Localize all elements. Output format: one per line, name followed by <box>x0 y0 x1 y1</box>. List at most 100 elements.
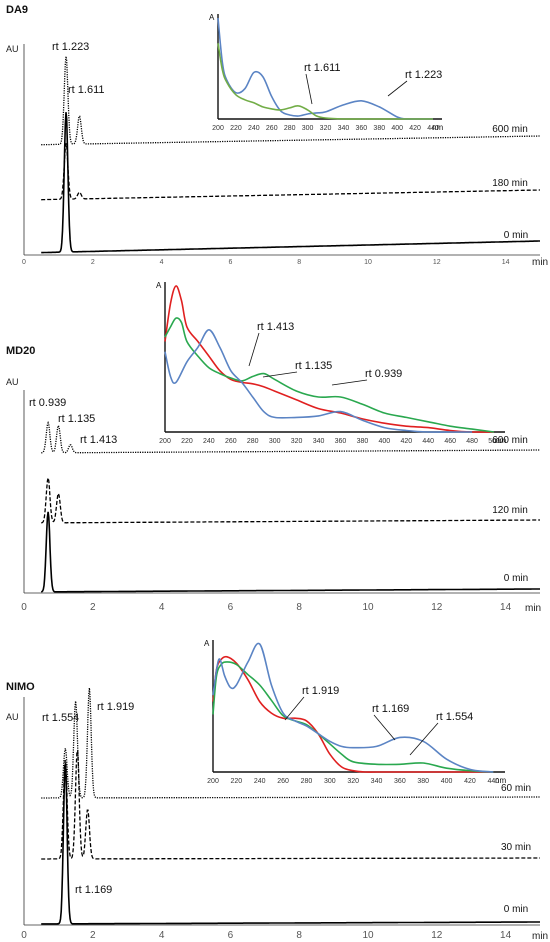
x-tick-label: 0 <box>22 259 26 266</box>
spectrum-label: rt 1.919 <box>302 685 339 697</box>
spectrum-leader-line <box>284 696 305 721</box>
trace-label: 0 min <box>504 904 528 915</box>
inset-tick-label: 320 <box>347 778 359 785</box>
x-tick-label: 12 <box>431 602 443 613</box>
peak-label: rt 1.135 <box>58 413 95 425</box>
inset-tick-label: 280 <box>301 778 313 785</box>
peak-label: rt 1.611 <box>68 84 105 96</box>
inset-tick-label: 260 <box>266 125 278 132</box>
peak-label: rt 1.413 <box>80 434 117 446</box>
inset-tick-label: 340 <box>371 778 383 785</box>
peak-label: rt 1.169 <box>75 884 112 896</box>
x-tick-label: 4 <box>159 602 165 613</box>
panel-nimo: AU min 0 2 4 6 8 10 12 14 60 min 30 min 0 min rt 1.55… <box>6 639 548 942</box>
x-tick-label: 8 <box>297 259 301 266</box>
inset-tick-label: 420 <box>409 125 421 132</box>
peak-label: rt 0.939 <box>29 397 66 409</box>
inset-tick-label: 360 <box>394 778 406 785</box>
trace-label: 180 min <box>492 178 528 189</box>
inset-tick-label: 260 <box>225 438 237 445</box>
spectrum-label: rt 0.939 <box>365 368 402 380</box>
spectrum-rt-1.169 <box>212 642 494 773</box>
inset-x-label: nm <box>432 123 443 132</box>
inset-tick-label: 260 <box>277 778 289 785</box>
inset-tick-label: 380 <box>357 438 369 445</box>
inset-tick-label: 440 <box>427 125 439 132</box>
inset-tick-label: 200 <box>212 125 224 132</box>
inset-tick-label: 300 <box>324 778 336 785</box>
inset-tick-label: 240 <box>203 438 215 445</box>
inset-tick-label: 380 <box>373 125 385 132</box>
x-tick-label: 2 <box>90 602 96 613</box>
inset-tick-label: 200 <box>207 778 219 785</box>
spectrum-rt-1.554 <box>212 661 494 773</box>
peak-label: rt 1.919 <box>97 701 134 713</box>
inset-tick-label: 420 <box>400 438 412 445</box>
inset-tick-label: 240 <box>254 778 266 785</box>
x-tick-label: 6 <box>228 259 232 266</box>
spectrum-label: rt 1.413 <box>257 321 294 333</box>
spectrum-rt-1.135 <box>164 317 495 433</box>
peak-label: rt 1.554 <box>42 712 79 724</box>
y-axis-label: AU <box>6 377 19 387</box>
panel-title-nimo: NIMO <box>6 681 35 693</box>
spectrum-rt-1.611 <box>217 43 433 120</box>
x-tick-label: 12 <box>431 930 443 941</box>
inset-tick-label: 460 <box>444 438 456 445</box>
x-tick-label: 6 <box>228 930 234 941</box>
inset-tick-label: 340 <box>338 125 350 132</box>
x-axis-label: min <box>532 257 548 268</box>
x-tick-label: 4 <box>159 930 165 941</box>
trace-600-min <box>41 56 540 146</box>
inset-spectrum: Anm 200 220 240 260 280 300 320 340 360 380 400 420 4… <box>204 639 506 785</box>
inset-tick-label: 340 <box>313 438 325 445</box>
trace-0-min <box>40 511 540 593</box>
y-axis-label: AU <box>6 44 19 54</box>
inset-tick-label: 280 <box>247 438 259 445</box>
trace-label: 30 min <box>501 842 531 853</box>
x-tick-label: 0 <box>21 930 27 941</box>
inset-tick-label: 400 <box>379 438 391 445</box>
inset-y-label: A <box>204 639 210 648</box>
spectrum-leader-line <box>305 73 313 105</box>
spectrum-rt-0.939 <box>164 328 473 433</box>
inset-tick-label: 400 <box>441 778 453 785</box>
x-tick-label: 10 <box>362 602 374 613</box>
trace-label: 600 min <box>492 124 528 135</box>
x-tick-label: 14 <box>502 259 510 266</box>
x-tick-label: 14 <box>500 930 512 941</box>
spectrum-label: rt 1.223 <box>405 69 442 81</box>
trace-label: 120 min <box>492 505 528 516</box>
inset-spectrum: Anm 200 220 240 260 280 300 320 340 360 380 400 420 4… <box>209 13 443 132</box>
inset-tick-label: 380 <box>417 778 429 785</box>
inset-tick-label: 500 <box>488 438 500 445</box>
trace-0-min <box>41 763 540 925</box>
spectrum-label: rt 1.611 <box>304 62 341 74</box>
x-axis-label: min <box>532 931 548 942</box>
spectrum-leader-line <box>409 722 439 756</box>
x-axis-label: min <box>525 603 541 614</box>
inset-tick-label: 220 <box>181 438 193 445</box>
inset-tick-label: 320 <box>320 125 332 132</box>
spectrum-leader-line <box>373 714 396 741</box>
spectrum-rt-1.919 <box>212 655 494 773</box>
trace-label: 60 min <box>501 783 531 794</box>
peak-label: rt 1.223 <box>52 41 89 53</box>
inset-tick-label: 200 <box>159 438 171 445</box>
x-tick-label: 0 <box>21 602 27 613</box>
spectrum-label: rt 1.169 <box>372 703 409 715</box>
x-tick-label: 12 <box>433 259 441 266</box>
inset-tick-label: 220 <box>230 125 242 132</box>
inset-tick-label: 360 <box>356 125 368 132</box>
trace-600-min <box>41 420 540 454</box>
trace-60-min <box>41 687 540 799</box>
y-axis-label: AU <box>6 712 19 722</box>
x-tick-label: 14 <box>500 602 512 613</box>
inset-tick-label: 360 <box>335 438 347 445</box>
x-tick-label: 8 <box>296 930 302 941</box>
x-tick-label: 4 <box>160 259 164 266</box>
trace-0-min <box>41 112 540 254</box>
panel-title-da9: DA9 <box>6 4 29 16</box>
inset-tick-label: 320 <box>291 438 303 445</box>
